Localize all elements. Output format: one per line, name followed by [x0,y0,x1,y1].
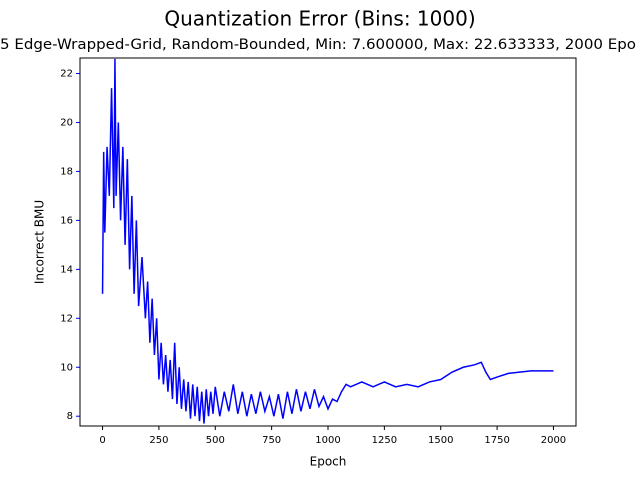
x-tick-label: 250 [149,435,168,446]
x-tick-label: 500 [206,435,225,446]
x-tick-label: 1500 [428,435,453,446]
data-line [101,58,554,424]
y-axis-label: Incorrect BMU [33,200,47,284]
x-tick-label: 2000 [541,435,566,446]
y-tick-label: 20 [60,117,73,128]
y-tick-label: 12 [60,313,73,324]
chart-subtitle: 5 Edge-Wrapped-Grid, Random-Bounded, Min… [0,37,636,53]
x-axis-label: Epoch [310,455,347,469]
y-tick-label: 18 [60,166,73,177]
y-tick-label: 14 [60,264,73,275]
y-tick-label: 22 [60,69,73,80]
x-tick-label: 1750 [484,435,509,446]
y-tick-label: 10 [60,362,73,373]
x-tick-label: 0 [99,435,105,446]
x-tick-label: 1250 [372,435,397,446]
plot-frame [79,57,577,427]
y-tick-label: 16 [60,215,73,226]
chart-title: Quantization Error (Bins: 1000) [164,7,475,31]
y-tick-label: 8 [67,411,73,422]
x-tick-label: 1000 [315,435,340,446]
x-tick-label: 750 [262,435,281,446]
